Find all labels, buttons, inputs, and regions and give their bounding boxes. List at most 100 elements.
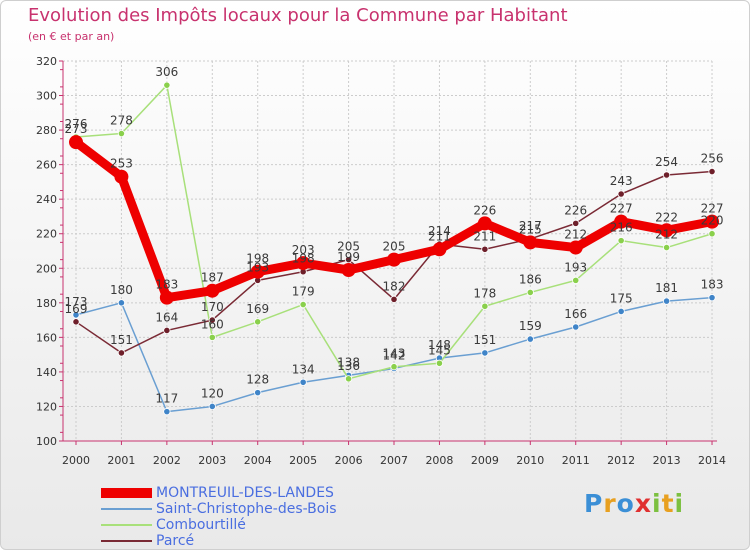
data-point <box>617 307 625 316</box>
data-point <box>390 363 398 371</box>
data-label: 215 <box>519 222 542 236</box>
data-point <box>163 81 171 89</box>
data-point <box>614 214 629 229</box>
data-label: 214 <box>428 224 451 238</box>
data-point <box>117 129 126 138</box>
data-point <box>344 256 353 264</box>
series-lines <box>69 81 720 416</box>
data-label: 273 <box>65 122 88 136</box>
data-label: 193 <box>246 260 269 274</box>
data-point <box>208 333 216 341</box>
axes: 100 120 140 160 180 200 220 240 260 280 300 320 2000… <box>36 55 726 467</box>
data-point <box>481 349 489 357</box>
data-point <box>208 316 216 324</box>
data-point <box>299 378 307 386</box>
x-tick-label: 2013 <box>653 454 681 467</box>
data-point <box>163 326 171 335</box>
data-point <box>163 408 171 416</box>
data-label: 169 <box>65 302 88 316</box>
data-label: 169 <box>246 302 269 316</box>
legend-swatch <box>101 524 152 526</box>
data-point <box>254 318 262 326</box>
data-point <box>72 318 80 326</box>
data-point <box>341 263 356 277</box>
y-tick-label: 140 <box>36 366 57 379</box>
data-label: 211 <box>428 229 451 243</box>
data-point <box>159 290 174 305</box>
x-tick-label: 2009 <box>471 454 499 467</box>
y-tick-label: 260 <box>36 159 57 172</box>
data-label: 227 <box>701 202 724 216</box>
data-label: 143 <box>383 347 406 361</box>
data-point <box>572 219 580 227</box>
y-tick-label: 320 <box>36 55 57 68</box>
data-label: 306 <box>155 65 178 79</box>
data-label: 166 <box>564 307 587 321</box>
data-point <box>208 402 216 411</box>
y-tick-label: 300 <box>36 90 57 103</box>
proxiti-logo: Proxiti <box>584 489 685 518</box>
legend-label: Saint-Christophe-des-Bois <box>156 501 337 517</box>
data-label: 170 <box>201 300 224 314</box>
x-tick-label: 2012 <box>607 454 635 467</box>
legend-swatch <box>101 540 152 542</box>
legend-label: Combourtillé <box>156 517 246 533</box>
data-label: 182 <box>383 279 406 293</box>
data-label: 220 <box>701 214 724 228</box>
data-point <box>568 240 583 255</box>
x-tick-label: 2000 <box>62 454 90 467</box>
data-label: 226 <box>473 203 496 217</box>
data-point <box>69 135 83 150</box>
y-tick-label: 280 <box>36 124 57 137</box>
data-point <box>390 295 398 303</box>
data-label: 227 <box>610 202 633 216</box>
data-point <box>526 335 534 343</box>
data-point <box>708 294 716 302</box>
data-label: 173 <box>65 295 88 309</box>
data-point <box>526 288 534 297</box>
y-tick-label: 160 <box>36 331 57 344</box>
data-label: 159 <box>519 319 542 333</box>
data-label: 178 <box>473 286 496 300</box>
data-label: 138 <box>337 355 360 369</box>
data-point <box>435 359 444 367</box>
data-point <box>117 299 126 307</box>
data-point <box>708 230 716 238</box>
data-label: 216 <box>610 221 633 235</box>
data-label: 205 <box>383 240 406 254</box>
data-point <box>387 252 402 267</box>
data-point <box>523 235 538 250</box>
x-tick-label: 2005 <box>289 454 317 467</box>
data-point <box>114 169 129 184</box>
data-label: 180 <box>110 283 133 297</box>
data-label: 179 <box>292 285 315 299</box>
data-label: 175 <box>610 291 633 305</box>
y-tick-label: 100 <box>36 435 57 448</box>
x-tick-label: 2002 <box>153 454 181 467</box>
legend-label: MONTREUIL-DES-LANDES <box>156 485 334 501</box>
data-point <box>344 375 353 383</box>
data-label: 222 <box>655 210 678 224</box>
data-point <box>705 214 720 229</box>
x-tick-label: 2008 <box>425 454 453 467</box>
data-label: 164 <box>155 310 178 324</box>
data-point <box>296 256 311 271</box>
data-point <box>708 167 716 176</box>
data-label: 211 <box>473 229 496 243</box>
x-tick-label: 2006 <box>335 454 363 467</box>
x-tick-label: 2003 <box>198 454 226 467</box>
data-label: 217 <box>519 219 542 233</box>
data-point <box>299 300 307 309</box>
data-label: 145 <box>428 343 451 357</box>
data-point <box>662 243 671 252</box>
chart-title: Evolution des Impôts locaux pour la Comm… <box>28 5 568 26</box>
data-point <box>117 349 126 357</box>
data-labels: 173 180 117 120 128 134 138 142 148 151 159 166 175 1… <box>65 65 724 405</box>
data-label: 226 <box>564 203 587 217</box>
data-point <box>662 171 671 179</box>
data-point <box>659 223 674 238</box>
data-point <box>617 237 625 245</box>
x-tick-label: 2011 <box>562 454 590 467</box>
